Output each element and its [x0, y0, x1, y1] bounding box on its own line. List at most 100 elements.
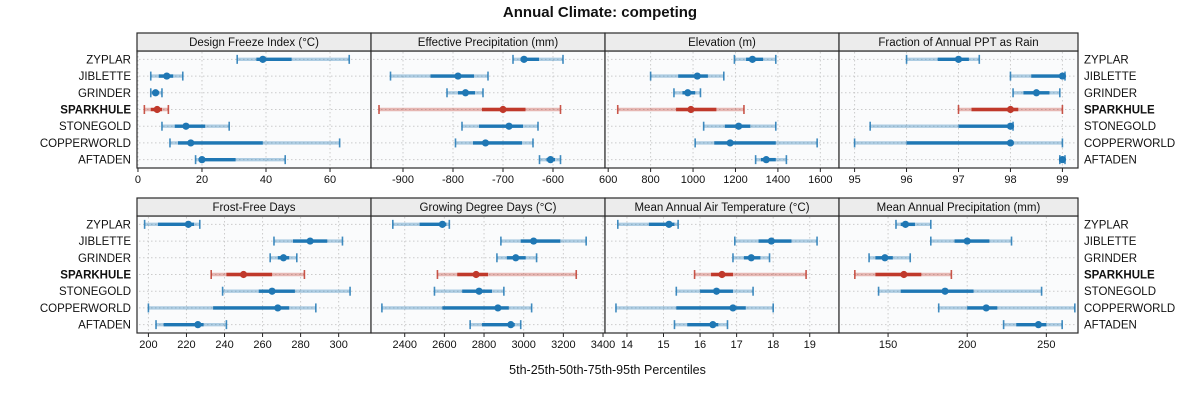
median-dot [163, 72, 171, 80]
axis-tick-label: 300 [329, 339, 347, 351]
axis-tick-label: 1400 [766, 174, 790, 186]
axis-tick-label: 800 [641, 174, 659, 186]
median-dot [982, 304, 990, 312]
median-dot [187, 139, 195, 147]
row-label-right-copperworld: COPPERWORLD [1084, 303, 1175, 315]
panel-header-label: Elevation (m) [688, 37, 756, 49]
series-copperworld [853, 138, 1064, 148]
median-dot [507, 321, 515, 329]
median-dot [512, 254, 520, 262]
series-jiblette [1009, 71, 1067, 81]
median-dot [726, 139, 734, 147]
axis-tick-label: 280 [291, 339, 309, 351]
axis-tick-label: 1600 [808, 174, 832, 186]
median-dot [718, 270, 726, 279]
row-label-right-zyplar: ZYPLAR [1084, 219, 1129, 231]
axis-tick-label: 99 [1056, 174, 1068, 186]
axis-tick-label: 0 [135, 174, 141, 186]
median-dot [438, 220, 446, 228]
median-dot [268, 287, 276, 295]
axis-tick-label: 150 [879, 339, 897, 351]
axis-tick-label: 260 [253, 339, 271, 351]
series-stonegold [869, 121, 1015, 131]
series-zyplar [392, 219, 451, 229]
series-jiblette [389, 71, 489, 81]
series-grinder [269, 253, 298, 263]
series-sparkhule [143, 105, 170, 114]
axis-tick-label: 98 [1004, 174, 1016, 186]
series-zyplar [733, 54, 777, 64]
axis-tick-label: -700 [492, 174, 514, 186]
axis-tick-label: 600 [599, 174, 617, 186]
median-dot [454, 72, 462, 80]
median-dot [481, 139, 490, 147]
median-dot [182, 122, 190, 130]
median-dot [184, 220, 192, 228]
row-label-left-zyplar: ZYPLAR [86, 54, 131, 66]
median-dot [1058, 156, 1067, 164]
series-stonegold [161, 121, 230, 131]
series-aftaden [673, 320, 729, 330]
series-jiblette [733, 236, 818, 246]
series-aftaden [469, 320, 522, 330]
median-dot [762, 156, 770, 164]
row-label-right-grinder: GRINDER [1084, 253, 1137, 265]
panel-header-label: Design Freeze Index (°C) [189, 37, 319, 49]
median-dot [259, 55, 267, 63]
median-dot [151, 89, 160, 97]
series-sparkhule [616, 105, 745, 114]
series-copperworld [381, 303, 533, 313]
series-jiblette [149, 71, 184, 81]
row-label-left-grinder: GRINDER [78, 88, 131, 100]
axis-tick-label: 15 [657, 339, 669, 351]
axis-tick-label: 1000 [681, 174, 705, 186]
median-dot [194, 321, 202, 329]
median-dot [901, 220, 910, 228]
axis-tick-label: 240 [215, 339, 233, 351]
median-dot [1058, 72, 1067, 80]
median-dot [767, 237, 775, 245]
series-stonegold [221, 286, 351, 296]
series-grinder [868, 253, 912, 263]
median-dot [520, 55, 528, 63]
median-dot [461, 89, 470, 97]
median-dot [693, 72, 701, 80]
series-copperworld [615, 303, 774, 313]
median-dot [684, 89, 692, 97]
row-label-right-zyplar: ZYPLAR [1084, 54, 1129, 66]
row-label-left-aftaden: AFTADEN [78, 155, 131, 167]
series-sparkhule [436, 270, 578, 279]
median-dot [530, 237, 538, 245]
axis-tick-label: 3200 [551, 339, 575, 351]
panel-header-label: Mean Annual Air Temperature (°C) [634, 202, 809, 214]
row-label-right-aftaden: AFTADEN [1084, 155, 1137, 167]
row-label-right-stonegold: STONEGOLD [1084, 121, 1156, 133]
row-label-left-copperworld: COPPERWORLD [40, 303, 131, 315]
panel-frost-free-days: 200 220 240 260 280 300 Frost-Free Days [136, 197, 372, 351]
axis-tick-label: 14 [621, 339, 633, 351]
panel-growing-degree-days-c: 2400 2600 2800 3000 3200 3400 Growing Degree D… [370, 197, 615, 351]
row-label-right-sparkhule: SPARKHULE [1084, 105, 1155, 117]
x-axis-caption: 5th-25th-50th-75th-95th Percentiles [509, 363, 706, 377]
axis-tick-label: 16 [694, 339, 706, 351]
median-dot [747, 254, 755, 262]
series-grinder [732, 253, 771, 263]
median-dot [687, 105, 695, 114]
axis-tick-label: -900 [392, 174, 414, 186]
series-stonegold [877, 286, 1043, 296]
median-dot [709, 321, 717, 329]
median-dot [306, 237, 314, 245]
axis-tick-label: 60 [324, 174, 336, 186]
panel-design-freeze-index-c: 0 20 40 60 Design Freeze Index (°C) [135, 32, 372, 186]
series-jiblette [930, 236, 1013, 246]
series-stonegold [461, 121, 539, 131]
axis-tick-label: 200 [958, 339, 976, 351]
series-grinder [1012, 88, 1061, 98]
axis-tick-label: 2800 [472, 339, 496, 351]
median-dot [900, 270, 908, 279]
axis-tick-label: 3400 [591, 339, 615, 351]
axis-tick-label: 2600 [432, 339, 456, 351]
median-dot [881, 254, 889, 262]
